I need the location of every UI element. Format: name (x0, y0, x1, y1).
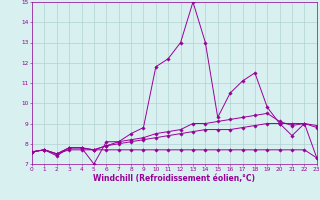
X-axis label: Windchill (Refroidissement éolien,°C): Windchill (Refroidissement éolien,°C) (93, 174, 255, 183)
